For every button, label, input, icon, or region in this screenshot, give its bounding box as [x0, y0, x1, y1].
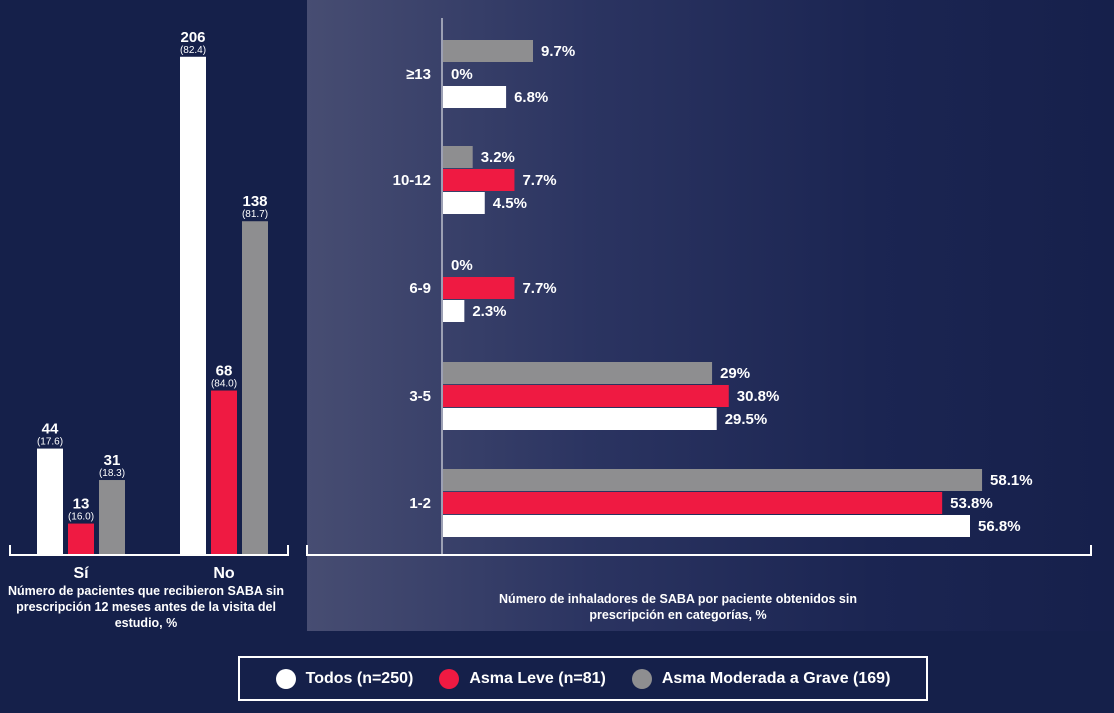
- legend-swatch-moderada: [631, 668, 652, 689]
- right-x-axis: [306, 545, 1092, 556]
- bar-percent-label: (17.6): [37, 437, 63, 448]
- hbar-value-label: 7.7%: [522, 280, 556, 297]
- hbar-moderada-3: [443, 362, 713, 384]
- bar-value-label: 68: [216, 363, 233, 380]
- legend-label-todos: Todos (n=250): [305, 669, 414, 687]
- legend-label-moderada: Asma Moderada a Grave (169): [661, 669, 891, 687]
- hbar-value-label: 7.7%: [522, 172, 556, 189]
- hbar-leve-2: [443, 277, 515, 299]
- right-chart-xlabel: Número de inhaladores de SABA por pacien…: [499, 592, 857, 622]
- hbar-value-label: 2.3%: [472, 303, 506, 320]
- hbar-value-label: 53.8%: [950, 495, 993, 512]
- hbar-todos-2: [443, 300, 465, 322]
- y-tick-label: 1-2: [409, 495, 431, 512]
- legend-swatch-todos: [275, 668, 296, 689]
- hbar-value-label: 29.5%: [725, 411, 768, 428]
- hbar-value-label: 58.1%: [990, 472, 1033, 489]
- y-tick-label: 6-9: [409, 280, 431, 297]
- bar-percent-label: (81.7): [242, 209, 268, 220]
- bar-percent-label: (18.3): [99, 468, 125, 479]
- bar-todos-1: [180, 56, 206, 555]
- hbar-value-label: 30.8%: [737, 388, 780, 405]
- hbar-leve-4: [443, 492, 943, 514]
- x-tick-label: Sí: [73, 565, 89, 582]
- y-tick-label: ≥13: [406, 66, 431, 83]
- bar-percent-label: (84.0): [211, 379, 237, 390]
- hbar-value-label: 9.7%: [541, 43, 575, 60]
- hbar-value-label: 56.8%: [978, 518, 1021, 535]
- legend-item-todos: Todos (n=250): [275, 668, 414, 689]
- bar-leve-1: [211, 390, 237, 555]
- bar-value-label: 206: [180, 29, 205, 46]
- hbar-value-label: 6.8%: [514, 89, 548, 106]
- hbar-todos-4: [443, 515, 970, 537]
- hbar-todos-1: [443, 192, 485, 214]
- hbar-value-label: 29%: [720, 365, 750, 382]
- legend-label-leve: Asma Leve (n=81): [469, 669, 606, 687]
- hbar-moderada-1: [443, 146, 473, 168]
- hbar-value-label: 4.5%: [493, 195, 527, 212]
- bar-leve-0: [68, 523, 94, 555]
- legend: Todos (n=250) Asma Leve (n=81) Asma Mode…: [238, 656, 928, 701]
- hbar-leve-1: [443, 169, 515, 191]
- legend-item-moderada: Asma Moderada a Grave (169): [631, 668, 891, 689]
- hbar-todos-3: [443, 408, 717, 430]
- bar-moderada-1: [242, 221, 268, 556]
- hbar-value-label: 0%: [451, 257, 473, 274]
- legend-item-leve: Asma Leve (n=81): [439, 668, 606, 689]
- hbar-moderada-4: [443, 469, 983, 491]
- bar-percent-label: (16.0): [68, 512, 94, 523]
- bar-percent-label: (82.4): [180, 45, 206, 56]
- bar-value-label: 138: [242, 193, 267, 210]
- hbar-todos-0: [443, 86, 507, 108]
- left-chart-xlabel: Número de pacientes que recibieron SABA …: [8, 584, 284, 630]
- bar-moderada-0: [99, 480, 125, 555]
- bar-value-label: 13: [73, 496, 90, 513]
- hbar-leve-3: [443, 385, 729, 407]
- left-x-axis: [9, 545, 289, 556]
- bar-todos-0: [37, 448, 63, 555]
- hbar-value-label: 3.2%: [481, 149, 515, 166]
- x-tick-label: No: [213, 565, 235, 582]
- hbar-value-label: 0%: [451, 66, 473, 83]
- bar-value-label: 31: [104, 452, 121, 469]
- hbar-moderada-0: [443, 40, 533, 62]
- y-tick-label: 10-12: [393, 172, 431, 189]
- bar-value-label: 44: [42, 421, 59, 438]
- y-tick-label: 3-5: [409, 388, 431, 405]
- legend-swatch-leve: [439, 668, 460, 689]
